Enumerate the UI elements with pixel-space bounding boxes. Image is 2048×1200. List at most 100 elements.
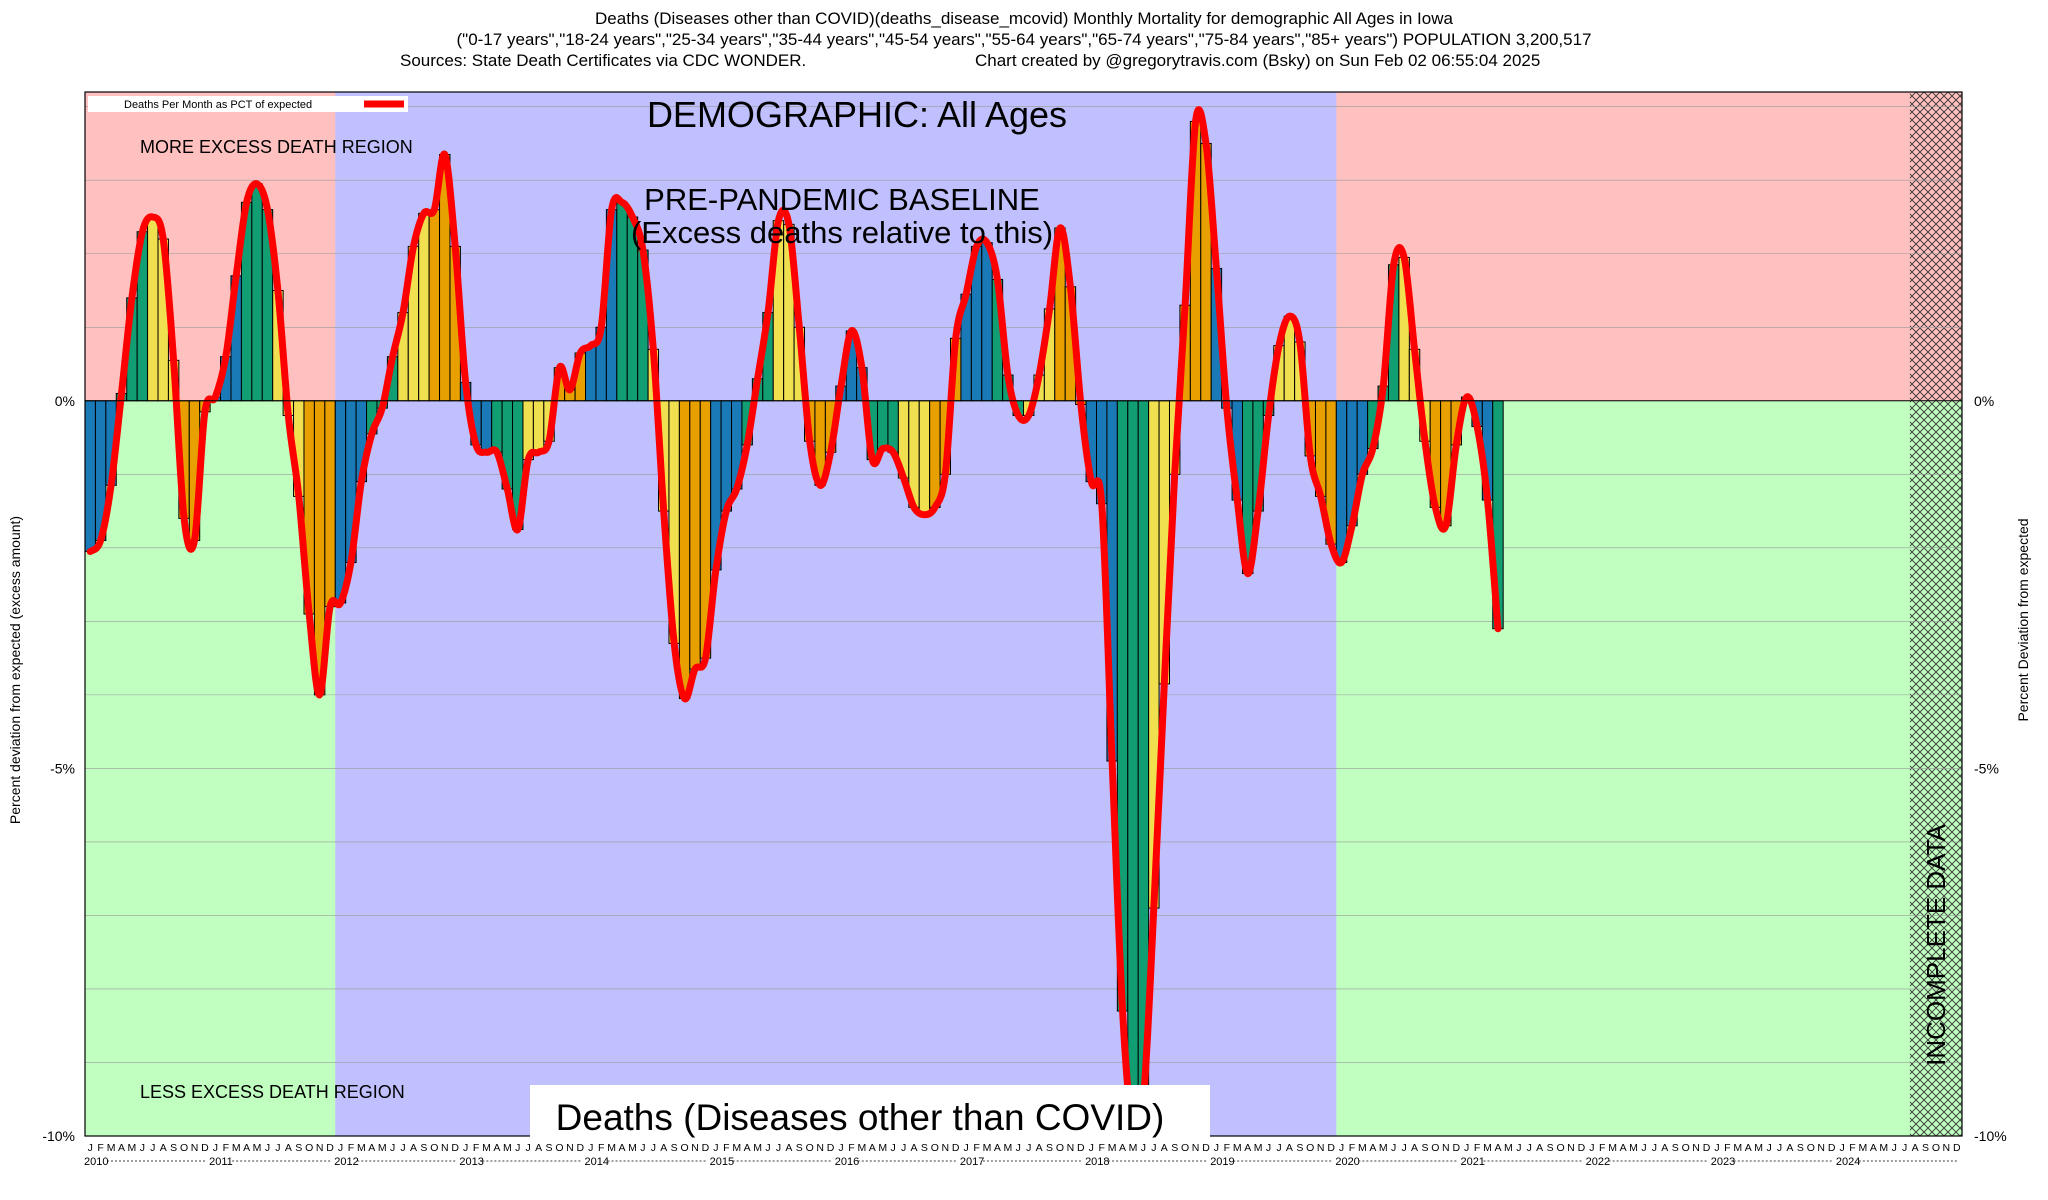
month-tick-label: M [607,1142,616,1154]
y-tick-label-right: 0% [1974,393,1994,409]
month-tick-label: D [1452,1142,1460,1154]
y-tick-label-right: -10% [1974,1128,2007,1144]
month-tick-label: S [1296,1142,1303,1154]
month-tick-label: J [1026,1142,1031,1154]
month-tick-label: J [964,1142,969,1154]
year-tick-label: 2015 [710,1156,734,1168]
month-tick-label: M [1629,1142,1638,1154]
month-tick-label: J [1391,1142,1396,1154]
month-tick-label: S [295,1142,302,1154]
month-tick-label: S [170,1142,177,1154]
chart-title-line-1: Deaths (Diseases other than COVID)(death… [595,9,1453,28]
month-tick-label: N [1192,1142,1200,1154]
y-tick-label-left: 0% [55,393,75,409]
month-tick-label: A [1161,1142,1168,1154]
month-tick-label: D [1953,1142,1961,1154]
month-tick-label: M [628,1142,637,1154]
y-axis-label-right: Percent Deviation from expected [2015,518,2031,721]
month-tick-label: D [1202,1142,1210,1154]
bar [877,400,889,450]
bar [428,209,441,402]
month-tick-label: J [640,1142,645,1154]
month-tick-label: D [702,1142,710,1154]
month-tick-label: F [1849,1142,1855,1154]
month-tick-label: O [1932,1142,1940,1154]
month-tick-label: J [1652,1142,1657,1154]
month-tick-label: F [473,1142,479,1154]
month-tick-label: O [1431,1142,1439,1154]
month-tick-label: A [118,1142,125,1154]
month-tick-label: O [430,1142,438,1154]
month-tick-label: N [191,1142,199,1154]
month-tick-label: M [1379,1142,1388,1154]
bar [147,216,159,402]
month-tick-label: M [378,1142,387,1154]
bar [84,400,96,553]
bar [918,400,931,516]
month-tick-label: A [1286,1142,1293,1154]
bar [418,212,430,402]
month-tick-label: J [213,1142,218,1154]
month-tick-label: S [796,1142,803,1154]
month-tick-label: S [1797,1142,1804,1154]
month-tick-label: M [732,1142,741,1154]
year-tick-label: 2020 [1335,1156,1359,1168]
month-tick-label: N [816,1142,824,1154]
month-tick-label: M [503,1142,512,1154]
month-tick-label: J [265,1142,270,1154]
year-tick-label: 2017 [960,1156,984,1168]
month-tick-label: J [1589,1142,1594,1154]
month-tick-label: A [1411,1142,1418,1154]
month-tick-label: O [681,1142,689,1154]
month-tick-label: J [1464,1142,1469,1154]
bar [929,400,941,508]
y-tick-label-left: -5% [50,760,75,776]
month-tick-label: M [857,1142,866,1154]
month-tick-label: J [1141,1142,1146,1154]
month-tick-label: A [243,1142,250,1154]
year-tick-label: 2023 [1711,1156,1735,1168]
month-tick-label: A [1745,1142,1752,1154]
month-tick-label: N [1442,1142,1450,1154]
month-tick-label: J [1516,1142,1521,1154]
month-tick-label: O [1556,1142,1564,1154]
month-tick-label: J [140,1142,145,1154]
month-tick-label: F [223,1142,229,1154]
month-tick-label: J [651,1142,656,1154]
month-tick-label: A [619,1142,626,1154]
month-tick-label: J [150,1142,155,1154]
month-tick-label: F [1224,1142,1230,1154]
month-tick-label: A [1036,1142,1043,1154]
month-tick-label: S [1547,1142,1554,1154]
month-tick-label: J [275,1142,280,1154]
legend-label: Deaths Per Month as PCT of expected [124,99,312,111]
month-tick-label: A [869,1142,876,1154]
month-tick-label: F [1098,1142,1104,1154]
month-tick-label: M [878,1142,887,1154]
month-tick-label: O [931,1142,939,1154]
month-tick-label: D [1703,1142,1711,1154]
year-tick-label: 2014 [585,1156,609,1168]
month-tick-label: M [983,1142,992,1154]
month-tick-label: S [1421,1142,1428,1154]
month-tick-label: J [526,1142,531,1154]
month-tick-label: S [921,1142,928,1154]
month-tick-label: S [420,1142,427,1154]
month-tick-label: M [1003,1142,1012,1154]
series-line [86,106,1502,1140]
month-tick-label: A [1661,1142,1668,1154]
month-tick-label: J [901,1142,906,1154]
bar [1335,400,1348,564]
month-tick-label: J [1892,1142,1897,1154]
month-tick-label: D [1828,1142,1836,1154]
month-tick-label: J [1777,1142,1782,1154]
month-tick-label: F [848,1142,854,1154]
month-tick-label: M [1358,1142,1367,1154]
bar [981,242,993,402]
bar [678,400,691,700]
month-tick-label: O [555,1142,563,1154]
month-tick-label: F [348,1142,354,1154]
bar [532,400,545,453]
month-tick-label: N [1817,1142,1825,1154]
month-tick-label: J [1089,1142,1094,1154]
